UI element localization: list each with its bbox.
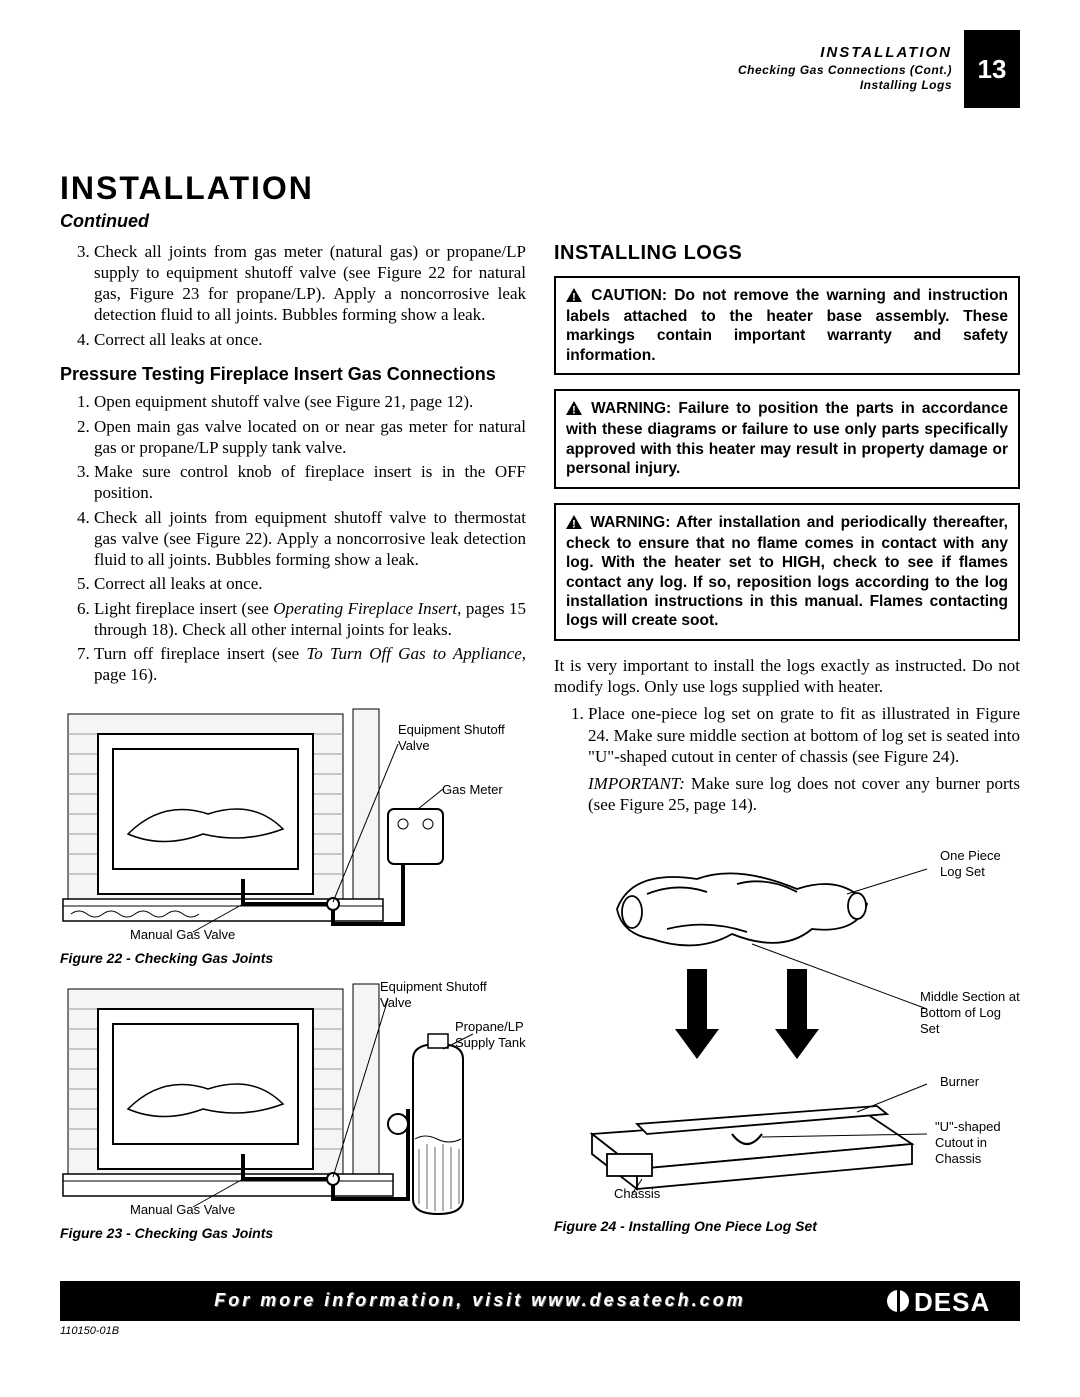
figure-23-caption: Figure 23 - Checking Gas Joints: [60, 1225, 526, 1243]
fig24-label-burner: Burner: [940, 1074, 1020, 1090]
warning-icon: !: [566, 515, 582, 534]
document-id: 110150-01B: [60, 1325, 1020, 1339]
svg-text:!: !: [572, 405, 576, 416]
figure-22: Equipment Shutoff Valve Gas Meter Manual…: [60, 704, 526, 968]
svg-text:DESA: DESA: [914, 1287, 990, 1316]
warning-icon: !: [566, 401, 582, 420]
fig24-label-chassis: Chassis: [614, 1186, 660, 1202]
svg-text:!: !: [572, 518, 576, 529]
important-note: IMPORTANT: Make sure log does not cover …: [588, 773, 1020, 816]
page-number-box: 13: [964, 30, 1020, 108]
list-item: Open main gas valve located on or near g…: [94, 416, 526, 459]
text: Turn off fireplace insert (see: [94, 644, 306, 663]
page-title: INSTALLATION: [60, 168, 1020, 208]
fig23-label-equipment: Equipment Shutoff Valve: [380, 979, 490, 1012]
fig22-label-equipment: Equipment Shutoff Valve: [398, 722, 508, 755]
fig24-label-u: "U"-shaped Cutout in Chassis: [935, 1119, 1020, 1168]
header-sub-2: Installing Logs: [738, 78, 952, 94]
figure-24-caption: Figure 24 - Installing One Piece Log Set: [554, 1218, 1020, 1236]
fig23-label-manual: Manual Gas Valve: [130, 1202, 235, 1218]
fig22-label-manual: Manual Gas Valve: [130, 927, 235, 943]
footer-text: For more information, visit www.desatech…: [74, 1289, 886, 1312]
body-text-1: It is very important to install the logs…: [554, 655, 1020, 698]
caution-text: CAUTION: Do not remove the warning and i…: [566, 287, 1008, 364]
important-label: IMPORTANT:: [588, 774, 685, 793]
warning-1-text: WARNING: Failure to position the parts i…: [566, 400, 1008, 477]
fig24-label-middle: Middle Section at Bottom of Log Set: [920, 989, 1020, 1038]
header-text-block: INSTALLATION Checking Gas Connections (C…: [738, 44, 952, 94]
fig22-label-gasmeter: Gas Meter: [442, 782, 503, 798]
text: Light fireplace insert (see: [94, 599, 273, 618]
figure-23: Equipment Shutoff Valve Propane/LP Suppl…: [60, 979, 526, 1243]
page: INSTALLATION Checking Gas Connections (C…: [0, 0, 1080, 1358]
fig24-label-onepiece: One Piece Log Set: [940, 848, 1020, 881]
list-item: Check all joints from gas meter (natural…: [94, 241, 526, 326]
list-item: Open equipment shutoff valve (see Figure…: [94, 391, 526, 412]
list-item: Light fireplace insert (see Operating Fi…: [94, 598, 526, 641]
list-item: Make sure control knob of fireplace inse…: [94, 461, 526, 504]
list-item: Check all joints from equipment shutoff …: [94, 507, 526, 571]
header-section-label: INSTALLATION: [738, 44, 952, 63]
emphasis: To Turn Off Gas to Appliance: [306, 644, 521, 663]
svg-text:!: !: [572, 291, 576, 302]
desa-logo: DESA: [886, 1286, 1006, 1316]
warning-2-text: WARNING: After installation and periodic…: [566, 514, 1008, 630]
right-list: Place one-piece log set on grate to fit …: [554, 703, 1020, 815]
fig23-label-tank: Propane/LP Supply Tank: [455, 1019, 545, 1052]
page-number: 13: [978, 53, 1007, 86]
left-column: Check all joints from gas meter (natural…: [60, 241, 526, 1255]
text: Place one-piece log set on grate to fit …: [588, 704, 1020, 766]
figure-24: One Piece Log Set Middle Section at Bott…: [554, 834, 1020, 1236]
warning-box-2: ! WARNING: After installation and period…: [554, 503, 1020, 641]
right-column: INSTALLING LOGS ! CAUTION: Do not remove…: [554, 241, 1020, 1255]
footer-bar: For more information, visit www.desatech…: [60, 1281, 1020, 1321]
figure-23-svg: [60, 979, 526, 1219]
left-list-1: Check all joints from gas meter (natural…: [60, 241, 526, 350]
left-list-2: Open equipment shutoff valve (see Figure…: [60, 391, 526, 685]
installing-logs-head: INSTALLING LOGS: [554, 241, 1020, 266]
list-item: Turn off fireplace insert (see To Turn O…: [94, 643, 526, 686]
caution-box: ! CAUTION: Do not remove the warning and…: [554, 276, 1020, 376]
list-item: Correct all leaks at once.: [94, 573, 526, 594]
list-item: Place one-piece log set on grate to fit …: [588, 703, 1020, 815]
list-item: Correct all leaks at once.: [94, 329, 526, 350]
content-columns: Check all joints from gas meter (natural…: [60, 241, 1020, 1255]
continued-label: Continued: [60, 210, 1020, 233]
emphasis: Operating Fireplace Insert: [273, 599, 457, 618]
warning-icon: !: [566, 288, 582, 307]
page-header: INSTALLATION Checking Gas Connections (C…: [60, 30, 1020, 108]
header-sub-1: Checking Gas Connections (Cont.): [738, 63, 952, 79]
pressure-testing-subhead: Pressure Testing Fireplace Insert Gas Co…: [60, 364, 526, 386]
warning-box-1: ! WARNING: Failure to position the parts…: [554, 389, 1020, 489]
figure-22-caption: Figure 22 - Checking Gas Joints: [60, 950, 526, 968]
